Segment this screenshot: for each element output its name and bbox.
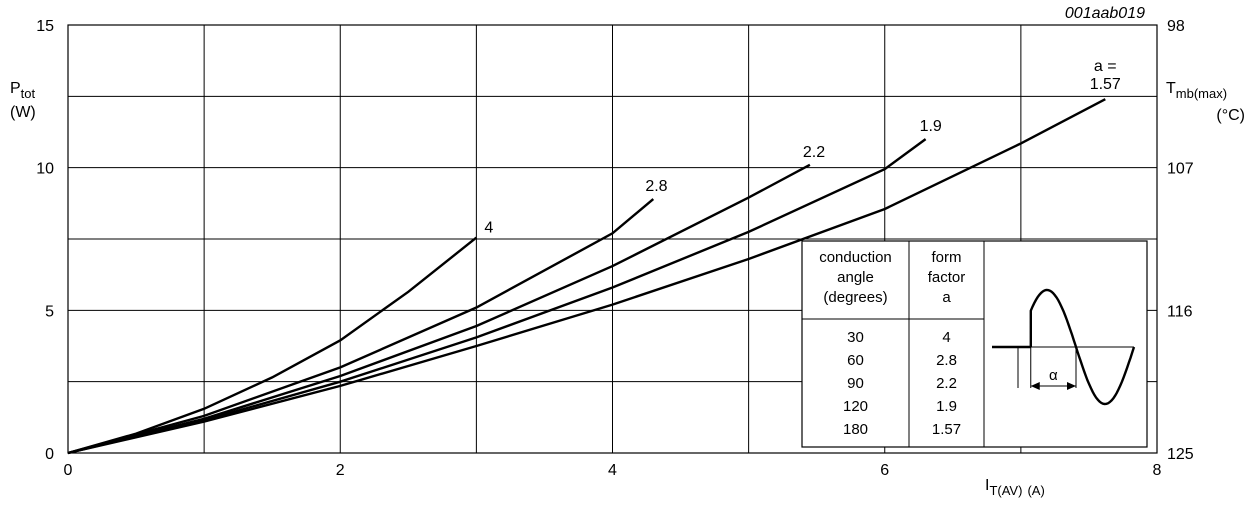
series-line-2.8 <box>67 198 655 455</box>
series-line-2.2 <box>67 163 811 455</box>
y2-tick-label: 116 <box>1167 303 1193 320</box>
inset-cell: 2.2 <box>936 375 957 392</box>
inset-header-cell: angle <box>837 269 874 286</box>
axis-labels: Ptot (W) Tmb(max) (°C) IT(AV) (A) <box>10 80 1245 498</box>
y-axis-label: Ptot <box>10 80 36 101</box>
alpha-arrow-left <box>1030 382 1040 390</box>
y-tick-label: 10 <box>36 161 54 178</box>
series-group: 4 2.8 2.2 1.9 a = 1.57 <box>67 58 1121 455</box>
series-line-1.9 <box>67 138 927 455</box>
inset-cell: 90 <box>847 375 864 392</box>
inset-header-cell: a <box>942 289 951 306</box>
y2-tick-label: 125 <box>1167 446 1194 463</box>
x-tick-label: 8 <box>1153 462 1162 479</box>
series-line-1.57 <box>67 98 1106 455</box>
y-tick-label: 5 <box>45 303 54 320</box>
inset-header-cell: form <box>932 249 962 266</box>
ticks: 0 2 4 6 8 0 5 10 15 125 116 107 98 001aab019 <box>36 5 1194 479</box>
y2-axis-label: Tmb(max) <box>1166 80 1227 101</box>
grid <box>67 24 1158 454</box>
series-label-4: 4 <box>484 220 493 237</box>
inset-cell: 2.8 <box>936 352 957 369</box>
x-axis-label: IT(AV) (A) <box>985 477 1045 498</box>
inset-cell: 4 <box>942 329 950 346</box>
series-line-4 <box>67 236 478 455</box>
inset-cell: 1.57 <box>932 421 961 438</box>
inset-cell: 1.9 <box>936 398 957 415</box>
y2-tick-label: 98 <box>1167 18 1185 35</box>
y-tick-label: 0 <box>45 446 54 463</box>
figure-id: 001aab019 <box>1065 5 1145 22</box>
inset-header-cell: conduction <box>819 249 892 266</box>
inset-header-cell: (degrees) <box>823 289 887 306</box>
inset-box <box>801 240 1148 448</box>
inset-cell: 60 <box>847 352 864 369</box>
x-tick-label: 2 <box>336 462 345 479</box>
series-label-1.57: a = 1.57 <box>1090 58 1121 93</box>
x-tick-label: 4 <box>608 462 617 479</box>
y-tick-label: 15 <box>36 18 54 35</box>
y2-axis-unit: (°C) <box>1216 107 1245 124</box>
inset-table: conduction angle (degrees) form factor a 30 4 60… <box>801 240 1148 448</box>
x-tick-label: 0 <box>64 462 73 479</box>
inset-cell: 180 <box>843 421 868 438</box>
inset-cell: 30 <box>847 329 864 346</box>
x-tick-label: 6 <box>880 462 889 479</box>
y-axis-unit: (W) <box>10 104 36 121</box>
series-label-2.2: 2.2 <box>803 144 825 161</box>
series-label-2.8: 2.8 <box>645 178 667 195</box>
series-label-1.9: 1.9 <box>920 118 942 135</box>
plot-frame <box>67 24 1158 454</box>
alpha-symbol: α <box>1049 367 1058 384</box>
inset-header-cell: factor <box>928 269 966 286</box>
y2-tick-label: 107 <box>1167 161 1194 178</box>
inset-cell: 120 <box>843 398 868 415</box>
waveform-line <box>1029 288 1136 406</box>
alpha-arrow-right <box>1067 382 1076 390</box>
